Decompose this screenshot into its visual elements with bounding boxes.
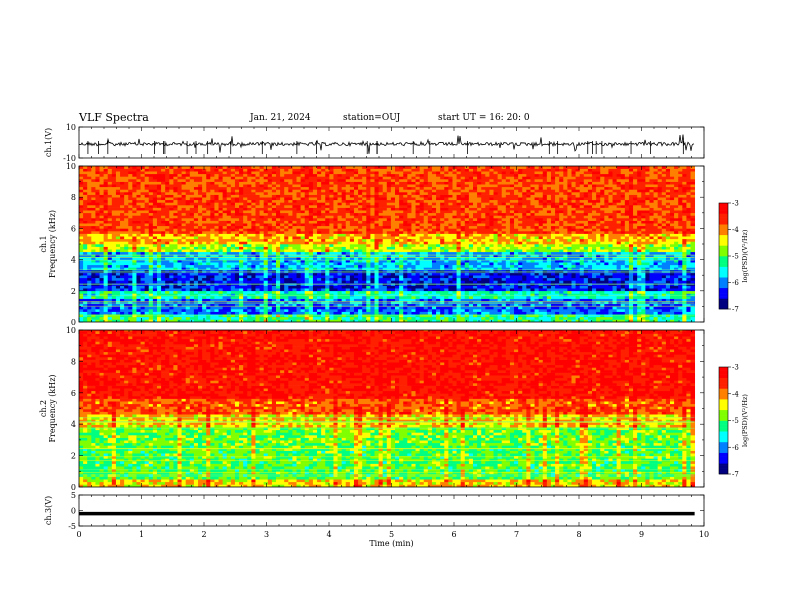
y-tick-label: 8: [71, 193, 76, 202]
colorbar-label: log(PSD)(V²/Hz): [741, 229, 749, 282]
colorbar-label: log(PSD)(V²/Hz): [741, 394, 749, 447]
x-tick-label: 10: [699, 530, 709, 539]
panel-1: 10 -10 ch.1(V): [44, 123, 705, 163]
colorbar-tick-label: -5: [732, 253, 739, 261]
y-tick-label: 4: [71, 420, 76, 429]
spectrogram-3: [79, 330, 696, 487]
colorbar-tick-label: -6: [732, 444, 739, 452]
y-axis-label: ch.3(V): [44, 496, 53, 525]
y-axis-label: ch.1Frequency (kHz): [39, 210, 57, 278]
y-tick-label: -5: [68, 522, 76, 531]
colorbar-2: -3 -4 -5 -6 -7 log(PSD)(V²/Hz): [718, 200, 749, 314]
x-tick-label: 7: [514, 530, 519, 539]
colorbar-tick-label: -3: [732, 364, 739, 372]
figure-title: VLF Spectra: [79, 111, 149, 124]
colorbar-tick-label: -3: [732, 200, 739, 208]
start-time-label: start UT = 16: 20: 0: [438, 113, 530, 123]
panel-3: -3 -4 -5 -6 -7 log(PSD)(V²/Hz) 0 2 4 6 8 10 ch.2Freq…: [39, 326, 749, 492]
y-tick-label: 5: [71, 491, 76, 500]
x-tick-label: 9: [639, 530, 644, 539]
y-tick-label: 0: [71, 483, 76, 492]
x-tick-label: 5: [389, 530, 394, 539]
panel-frame: [78, 494, 705, 527]
x-tick-label: 2: [201, 530, 206, 539]
colorbar-3: -3 -4 -5 -6 -7 log(PSD)(V²/Hz): [718, 364, 749, 479]
station-label: station=OUJ: [343, 113, 401, 123]
y-tick-label: -10: [63, 154, 76, 163]
colorbar-tick-label: -7: [732, 471, 739, 479]
y-tick-label: 2: [71, 452, 76, 461]
x-tick-label: 1: [139, 530, 144, 539]
x-tick-label: 3: [264, 530, 269, 539]
y-tick-label: 0: [71, 507, 76, 516]
y-axis-label: ch.1(V): [44, 128, 53, 157]
y-tick-label: 10: [66, 162, 76, 171]
x-axis-label: Time (min): [369, 539, 413, 548]
x-tick-label: 6: [451, 530, 456, 539]
colorbar-tick-label: -4: [732, 226, 739, 234]
y-tick-label: 6: [71, 389, 76, 398]
x-tick-label: 0: [76, 530, 81, 539]
x-tick-label: 4: [326, 530, 331, 539]
colorbar-tick-label: -6: [732, 279, 739, 287]
colorbar-tick-label: -5: [732, 417, 739, 425]
y-tick-label: 8: [71, 357, 76, 366]
y-tick-label: 4: [71, 256, 76, 265]
y-tick-label: 10: [66, 123, 76, 132]
colorbar-tick-label: -7: [732, 306, 739, 314]
date-label: Jan. 21, 2024: [250, 113, 311, 123]
y-axis-label: ch.2Frequency (kHz): [39, 374, 57, 442]
x-tick-label: 8: [576, 530, 581, 539]
spectrogram-2: [79, 166, 696, 322]
colorbar-tick-label: -4: [732, 390, 739, 398]
y-tick-label: 6: [71, 224, 76, 233]
y-tick-label: 2: [71, 287, 76, 296]
waveform-1: [79, 134, 695, 155]
y-tick-label: 10: [66, 326, 76, 335]
panel-2: -3 -4 -5 -6 -7 log(PSD)(V²/Hz) 0 2 4 6 8 10 ch.1Freq…: [39, 162, 749, 327]
y-tick-label: 0: [71, 318, 76, 327]
